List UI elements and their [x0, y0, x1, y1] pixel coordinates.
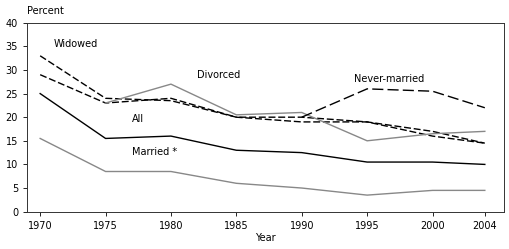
Text: Percent: Percent	[27, 6, 64, 16]
Text: Divorced: Divorced	[196, 70, 240, 80]
Text: Married *: Married *	[131, 147, 177, 157]
Text: Never-married: Never-married	[353, 74, 423, 84]
Text: Widowed: Widowed	[53, 39, 97, 49]
X-axis label: Year: Year	[255, 234, 275, 244]
Text: All: All	[131, 114, 144, 124]
